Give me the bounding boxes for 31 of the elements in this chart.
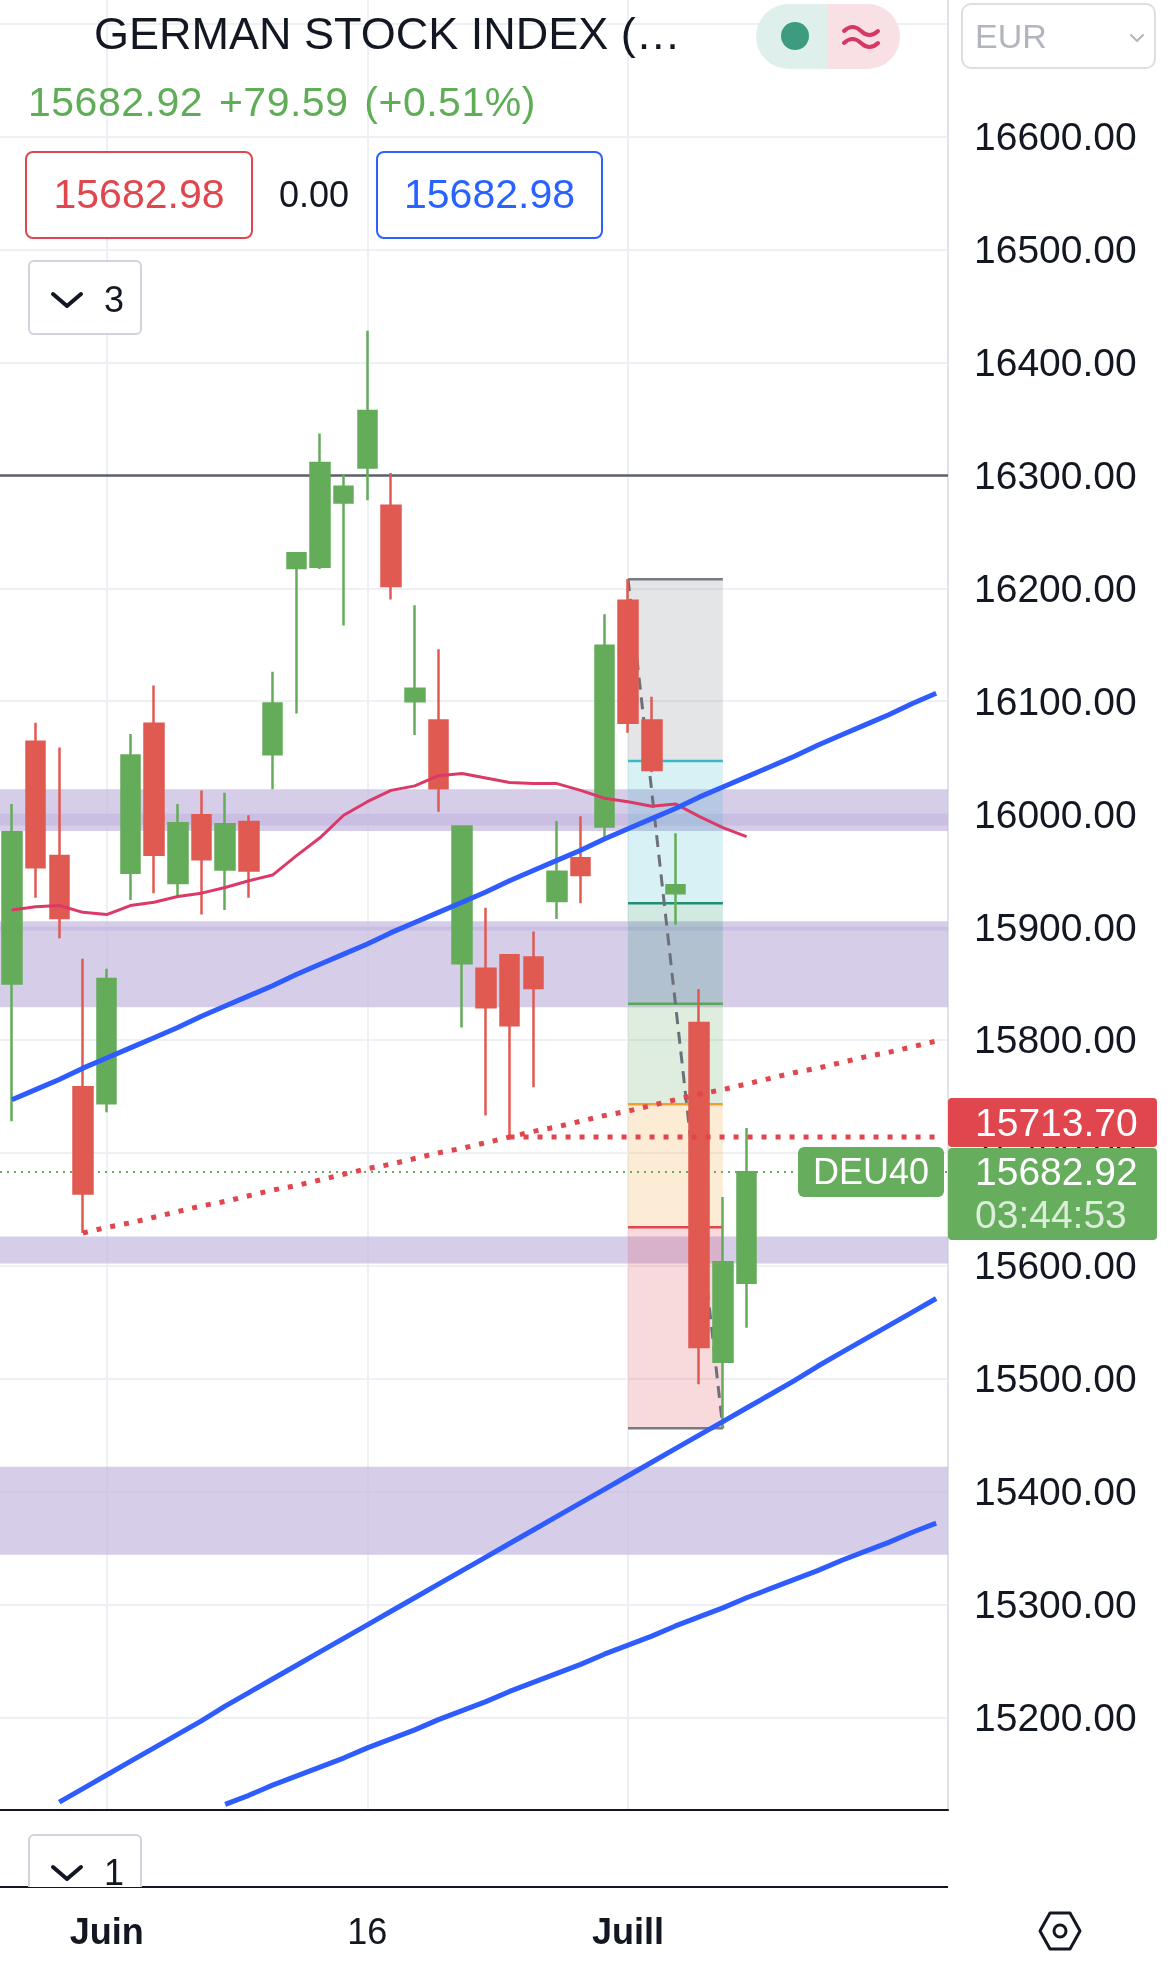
y-tick-label: 16600.00 (974, 115, 1137, 159)
sell-button: 15682.98 (25, 151, 253, 239)
y-tick-label: 15600.00 (974, 1244, 1137, 1288)
x-tick-label: Juill (592, 1910, 665, 1952)
y-tick-label: 15400.00 (974, 1470, 1137, 1514)
y-tick-label: 16300.00 (974, 453, 1137, 497)
x-tick-label: 16 (347, 1910, 388, 1952)
price-tag: 15713.70 (948, 1098, 1157, 1148)
collapse-button: 3 (28, 260, 142, 335)
y-tick-label: 15300.00 (974, 1583, 1137, 1626)
y-tick-label: 16000.00 (974, 792, 1137, 836)
ref-line-label: DEU40 (812, 1151, 929, 1193)
y-tick-label: 16100.00 (974, 679, 1137, 723)
y-tick-label: 16400.00 (974, 340, 1137, 384)
collapse-button: 1 (28, 1834, 142, 1887)
symbol-tag: DEU40 (797, 1147, 944, 1198)
annotation: 0.00 (277, 173, 351, 217)
y-tick-label: 16500.00 (974, 228, 1137, 272)
text: 15682.92 +79.59 (+0.51%) (28, 78, 536, 126)
annotation: 3 (104, 278, 125, 321)
currency-dropdown: EUR (961, 3, 1156, 69)
y-tick-label: 15200.00 (974, 1695, 1137, 1739)
x-tick-label: Juin (69, 1910, 144, 1952)
chart-title: GERMAN STOCK INDEX (… (94, 8, 681, 60)
price-tag: 15682.92 03:44:53 (948, 1148, 1157, 1241)
series-label: 15713.70 (975, 1101, 1138, 1145)
y-tick-label: 15900.00 (974, 905, 1137, 949)
y-tick-label: 15500.00 (974, 1357, 1137, 1401)
buy-button: 15682.98 (376, 151, 603, 239)
y-tick-label: 15800.00 (974, 1018, 1137, 1062)
y-tick-label: 16200.00 (974, 566, 1137, 610)
